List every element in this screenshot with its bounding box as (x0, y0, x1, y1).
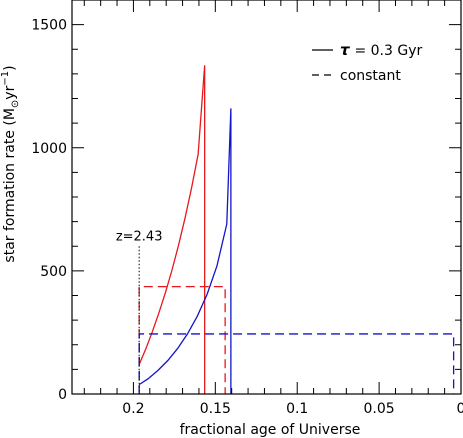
series-1-line (138, 108, 232, 394)
legend-solid-symbol: τ (340, 41, 350, 59)
x-tick-label: 0 (457, 401, 463, 417)
y-axis-label: star formation rate (M⊙yr−1) (0, 65, 21, 262)
legend-solid-label: = 0.3 Gyr (350, 43, 422, 59)
legend: τ = 0.3 Gyr constant (312, 41, 422, 84)
series-2-line (138, 285, 226, 394)
x-tick-label: 0.05 (364, 401, 395, 417)
plot-frame (71, 0, 462, 395)
x-tick-label: 0.1 (286, 401, 308, 417)
y-tick-label: 1500 (31, 18, 67, 34)
y-tick-label: 500 (40, 264, 67, 280)
x-axis-label: fractional age of Universe (180, 422, 361, 438)
series-0-line (138, 65, 206, 394)
redshift-annotation: z=2.43 (116, 229, 163, 244)
x-tick-label: 0.2 (122, 401, 144, 417)
y-tick-label: 0 (58, 387, 67, 403)
legend-dashed-label: constant (340, 68, 401, 84)
series-3-line (138, 333, 455, 394)
x-tick-label: 0.15 (200, 401, 231, 417)
y-tick-label: 1000 (31, 141, 67, 157)
